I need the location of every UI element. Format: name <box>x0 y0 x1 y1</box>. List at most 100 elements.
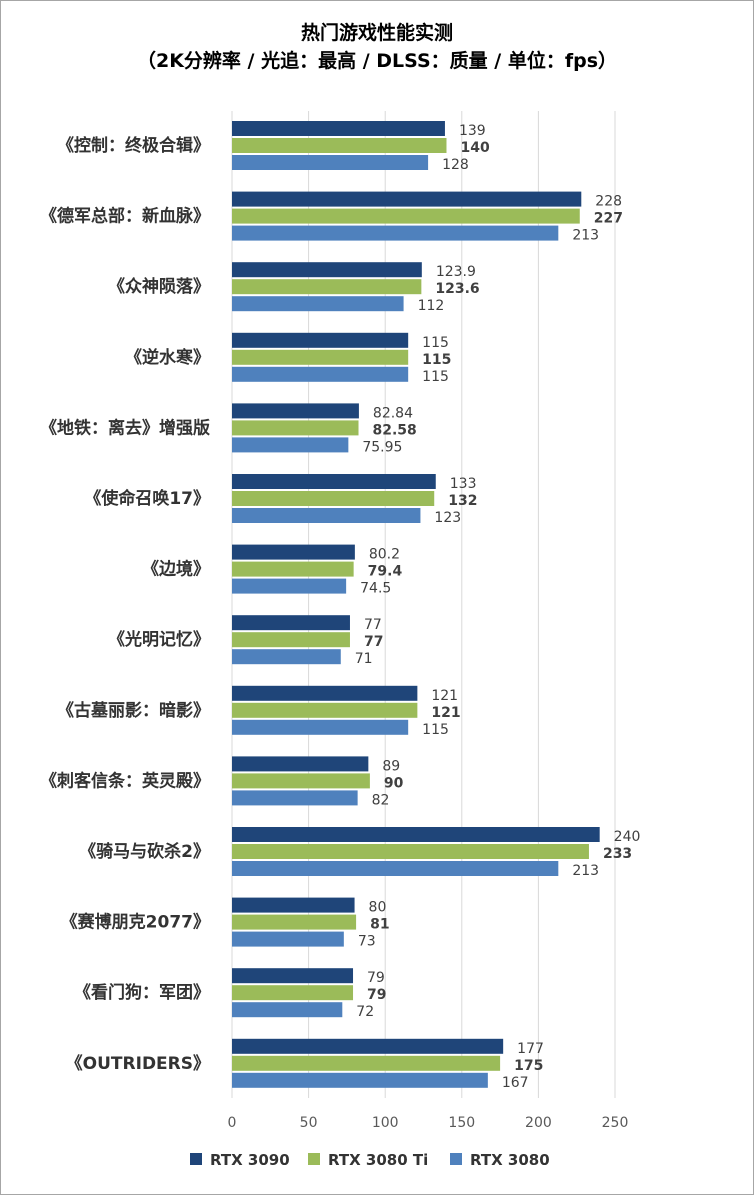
data-label: 89 <box>382 758 400 774</box>
data-label: 81 <box>370 917 389 933</box>
bar-rtx-3080-ti <box>232 773 370 789</box>
legend-label: RTX 3090 <box>210 1151 290 1169</box>
bar-rtx-3080 <box>232 861 559 876</box>
data-label: 112 <box>418 298 445 314</box>
bar-rtx-3080 <box>232 508 421 523</box>
data-label: 240 <box>614 829 641 845</box>
chart-subtitle: （2K分辨率 / 光追：最高 / DLSS：质量 / 单位：fps） <box>136 50 618 72</box>
data-label: 79.4 <box>368 564 403 580</box>
data-label: 73 <box>358 934 376 950</box>
legend-swatch <box>450 1153 462 1165</box>
bar-rtx-3080-ti <box>232 702 418 718</box>
bar-rtx-3080-ti <box>232 491 435 506</box>
category-label: 《使命召唤17》 <box>84 488 210 509</box>
data-label: 80 <box>369 900 387 916</box>
bar-rtx-3080 <box>232 1072 488 1088</box>
bar-rtx-3090 <box>232 403 359 419</box>
x-tick-label: 150 <box>448 1115 475 1131</box>
category-label: 《地铁：离去》增强版 <box>40 417 210 438</box>
category-label: 《刺客信条：英灵殿》 <box>40 770 210 791</box>
bar-rtx-3080-ti <box>232 349 409 365</box>
data-label: 77 <box>364 617 382 633</box>
x-tick-label: 100 <box>372 1115 399 1131</box>
bar-rtx-3090 <box>232 332 409 348</box>
category-label: 《古墓丽影：暗影》 <box>57 700 210 721</box>
data-label: 228 <box>595 194 622 210</box>
bar-rtx-3080 <box>232 649 341 665</box>
bar-rtx-3080 <box>232 578 347 594</box>
data-label: 123 <box>434 510 461 526</box>
category-label: 《光明记忆》 <box>108 629 210 650</box>
legend-label: RTX 3080 <box>470 1151 550 1169</box>
bar-rtx-3080-ti <box>232 279 422 295</box>
category-label: 《德军总部：新血脉》 <box>40 206 210 227</box>
bar-rtx-3090 <box>232 544 355 560</box>
bar-rtx-3080 <box>232 437 349 453</box>
chart-title: 热门游戏性能实测 <box>300 22 453 44</box>
data-label: 115 <box>422 335 449 351</box>
data-label: 121 <box>431 688 458 704</box>
data-label: 82.58 <box>373 422 417 438</box>
x-tick-label: 200 <box>525 1115 552 1131</box>
category-label: 《逆水寒》 <box>125 347 210 368</box>
bar-rtx-3080-ti <box>232 561 354 577</box>
x-tick-label: 250 <box>602 1115 629 1131</box>
bar-rtx-3090 <box>232 827 600 842</box>
data-label: 132 <box>448 493 477 509</box>
legend-swatch <box>308 1153 320 1165</box>
bar-rtx-3090 <box>232 191 582 207</box>
bar-rtx-3090 <box>232 615 350 631</box>
bar-rtx-3080 <box>232 1002 343 1018</box>
bar-rtx-3080-ti <box>232 208 580 224</box>
bar-rtx-3080 <box>232 790 358 806</box>
data-label: 75.95 <box>362 439 402 455</box>
bar-rtx-3090 <box>232 121 445 136</box>
data-label: 175 <box>514 1058 543 1074</box>
bar-rtx-3080 <box>232 719 409 735</box>
data-label: 115 <box>422 369 449 385</box>
bar-rtx-3090 <box>232 685 418 701</box>
data-label: 115 <box>422 352 451 368</box>
data-label: 167 <box>502 1075 529 1091</box>
data-label: 233 <box>603 846 632 862</box>
data-label: 90 <box>384 775 404 791</box>
bar-rtx-3080 <box>232 296 404 312</box>
category-label: 《控制：终极合辑》 <box>57 135 210 156</box>
bar-rtx-3090 <box>232 474 436 489</box>
data-label: 213 <box>572 863 599 879</box>
data-label: 77 <box>364 634 383 650</box>
data-label: 227 <box>594 211 623 227</box>
bar-rtx-3080-ti <box>232 138 447 153</box>
data-label: 80.2 <box>369 547 400 563</box>
bar-rtx-3080 <box>232 931 344 947</box>
bar-rtx-3090 <box>232 262 422 278</box>
data-label: 213 <box>572 228 599 244</box>
bar-rtx-3090 <box>232 968 354 984</box>
x-tick-label: 50 <box>300 1115 318 1131</box>
data-label: 71 <box>355 651 373 667</box>
data-label: 82.84 <box>373 405 413 421</box>
data-label: 123.9 <box>436 264 476 280</box>
bar-rtx-3080 <box>232 366 409 382</box>
data-label: 79 <box>367 987 386 1003</box>
bar-rtx-3080 <box>232 225 559 241</box>
data-label: 82 <box>372 792 390 808</box>
bar-rtx-3080-ti <box>232 914 357 930</box>
data-label: 123.6 <box>435 281 479 297</box>
category-label: 《赛博朋克2077》 <box>61 912 210 933</box>
x-tick-label: 0 <box>228 1115 237 1131</box>
data-label: 115 <box>422 722 449 738</box>
legend-swatch <box>190 1153 202 1165</box>
bar-rtx-3080-ti <box>232 1055 501 1071</box>
data-label: 133 <box>450 476 477 492</box>
data-label: 140 <box>460 140 489 156</box>
bar-rtx-3090 <box>232 1038 504 1054</box>
bar-rtx-3080-ti <box>232 632 350 648</box>
category-label: 《OUTRIDERS》 <box>66 1053 210 1074</box>
bar-rtx-3090 <box>232 756 369 772</box>
bar-rtx-3080-ti <box>232 844 589 859</box>
data-label: 79 <box>367 970 385 986</box>
category-label: 《众神陨落》 <box>108 276 210 297</box>
legend-label: RTX 3080 Ti <box>328 1151 428 1169</box>
